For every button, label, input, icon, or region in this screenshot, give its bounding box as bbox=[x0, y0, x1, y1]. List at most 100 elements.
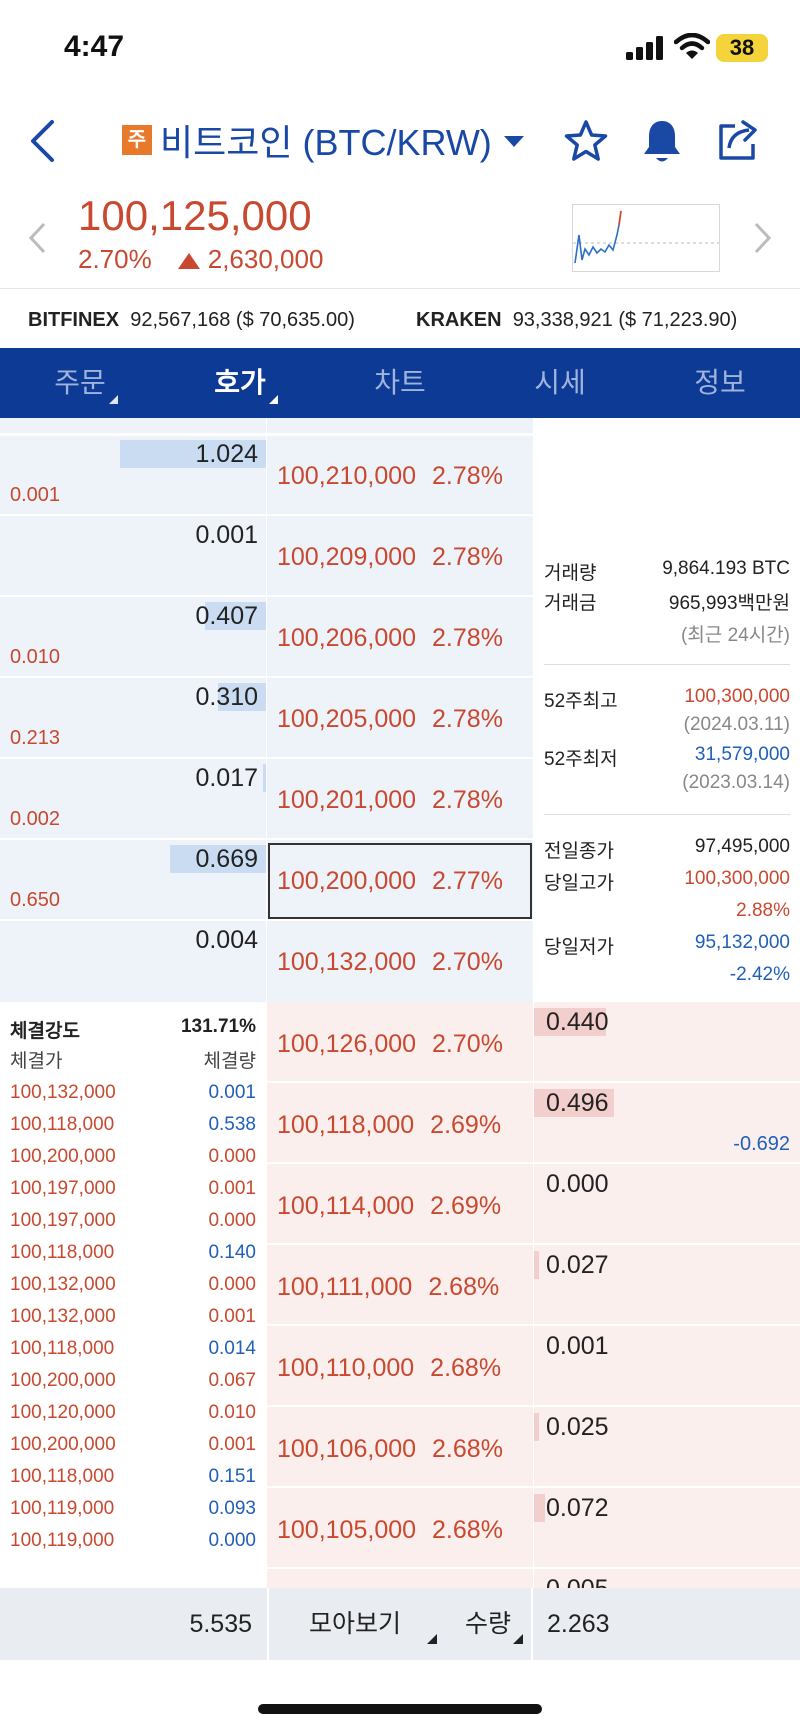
ask-price: 100,210,000 bbox=[277, 462, 417, 490]
ask-price-row[interactable]: 100,200,000 2.77% bbox=[277, 867, 503, 896]
coin-title: 비트코인 (BTC/KRW) bbox=[160, 122, 492, 163]
ask-price-row[interactable]: 100,206,000 2.78% bbox=[277, 624, 503, 653]
ask-change-quantity: 0.002 bbox=[10, 808, 61, 830]
tab-info[interactable]: 정보 bbox=[694, 367, 746, 398]
top-header: 주 비트코인 (BTC/KRW) bbox=[0, 96, 800, 188]
ask-quantity: 0.004 bbox=[195, 926, 258, 954]
ask-percent: 2.78% bbox=[432, 705, 503, 733]
quantity-toggle-button[interactable]: 수량 bbox=[465, 1610, 512, 1638]
ask-volume-bar bbox=[170, 845, 266, 873]
next-coin-icon[interactable] bbox=[752, 222, 772, 254]
trade-quantity: 0.538 bbox=[208, 1114, 256, 1135]
share-button[interactable] bbox=[714, 116, 762, 166]
trade-row: 100,120,000 0.010 bbox=[10, 1402, 256, 1424]
tab-order[interactable]: 주문 bbox=[0, 348, 160, 418]
tab-corner-icon bbox=[109, 395, 118, 404]
trade-quantity: 0.000 bbox=[208, 1210, 256, 1231]
bid-percent: 2.69% bbox=[430, 1111, 502, 1139]
trade-price: 100,119,000 bbox=[10, 1498, 115, 1519]
ask-volume-bar bbox=[120, 440, 266, 468]
tab-market-price[interactable]: 시세 bbox=[534, 367, 586, 398]
trade-quantity: 0.000 bbox=[208, 1274, 256, 1295]
trade-row: 100,118,000 0.151 bbox=[10, 1466, 256, 1488]
day-high-value: 100,300,000 bbox=[684, 868, 790, 889]
ask-price-row[interactable]: 100,132,000 2.70% bbox=[277, 948, 503, 977]
up-triangle-icon bbox=[177, 253, 200, 270]
current-price-highlight bbox=[268, 843, 532, 919]
trade-price: 100,200,000 bbox=[10, 1146, 116, 1167]
ask-percent: 2.70% bbox=[432, 948, 503, 976]
bid-quantity: 0.027 bbox=[546, 1251, 609, 1279]
bid-price-row[interactable]: 100,126,000 2.70% bbox=[277, 1030, 503, 1059]
trade-price: 100,132,000 bbox=[10, 1082, 116, 1103]
exchange-kraken: KRAKEN 93,338,921 ($ 71,223.90) bbox=[416, 309, 738, 331]
home-indicator[interactable] bbox=[258, 1704, 542, 1714]
orderbook-footer: 5.535 모아보기 수량 2.263 bbox=[0, 1588, 800, 1660]
row-divider bbox=[0, 434, 534, 436]
tab-chart[interactable]: 차트 bbox=[374, 367, 426, 398]
change-percent: 2.70% bbox=[78, 244, 152, 274]
bid-price-row[interactable]: 100,118,000 2.69% bbox=[277, 1111, 501, 1140]
bid-price-row[interactable]: 100,111,000 2.68% bbox=[277, 1273, 499, 1302]
bid-change-quantity: -0.692 bbox=[733, 1133, 790, 1155]
row-divider bbox=[0, 595, 534, 597]
low52-value: 31,579,000 bbox=[694, 744, 790, 765]
trade-quantity: 0.001 bbox=[208, 1434, 256, 1455]
row-divider bbox=[0, 514, 534, 516]
bid-percent: 2.68% bbox=[428, 1273, 500, 1301]
trade-quantity: 0.001 bbox=[208, 1306, 256, 1327]
trade-row: 100,118,000 0.538 bbox=[10, 1114, 256, 1136]
ask-price-row[interactable]: 100,205,000 2.78% bbox=[277, 705, 503, 734]
ask-total: 5.535 bbox=[189, 1610, 252, 1638]
row-divider bbox=[267, 1081, 800, 1083]
back-button[interactable] bbox=[22, 116, 62, 166]
high52-label: 52주최고 bbox=[544, 691, 618, 712]
group-view-button[interactable]: 모아보기 bbox=[309, 1610, 402, 1638]
bid-volume-bar bbox=[534, 1089, 614, 1117]
bid-volume-bar bbox=[534, 1494, 545, 1522]
ask-quantity: 0.310 bbox=[195, 683, 258, 711]
alert-button[interactable] bbox=[638, 116, 686, 166]
trade-price: 100,132,000 bbox=[10, 1274, 116, 1295]
bid-price-row[interactable]: 100,110,000 2.68% bbox=[277, 1354, 501, 1383]
bid-price-row[interactable]: 100,105,000 2.68% bbox=[277, 1516, 503, 1545]
bid-percent: 2.68% bbox=[432, 1516, 503, 1544]
ask-percent: 2.78% bbox=[432, 543, 503, 571]
bid-price-row[interactable]: 100,106,000 2.68% bbox=[277, 1435, 503, 1464]
trade-qty-header: 체결량 bbox=[203, 1051, 256, 1072]
bid-quantity: 0.000 bbox=[546, 1170, 609, 1198]
ask-volume-bar bbox=[263, 764, 266, 792]
price-summary: 100,125,000 2.70% 2,630,000 bbox=[0, 188, 800, 288]
trade-price: 100,197,000 bbox=[10, 1178, 116, 1199]
low52-date: (2023.03.14) bbox=[682, 772, 790, 793]
ask-quantity: 0.669 bbox=[195, 845, 258, 873]
divider bbox=[544, 814, 790, 815]
coin-badge: 주 bbox=[122, 125, 152, 155]
trade-row: 100,119,000 0.093 bbox=[10, 1498, 256, 1520]
ask-price-row[interactable]: 100,209,000 2.78% bbox=[277, 543, 503, 572]
bid-price-row[interactable]: 100,114,000 2.69% bbox=[277, 1192, 501, 1221]
ask-price-row[interactable]: 100,210,000 2.78% bbox=[277, 462, 503, 491]
trade-row: 100,200,000 0.000 bbox=[10, 1146, 256, 1168]
low52-label: 52주최저 bbox=[544, 749, 618, 770]
mini-chart[interactable] bbox=[572, 204, 720, 272]
ask-change-quantity: 0.213 bbox=[10, 727, 61, 749]
prev-coin-icon[interactable] bbox=[28, 222, 48, 254]
ask-quantity: 0.017 bbox=[195, 764, 258, 792]
row-divider bbox=[267, 1486, 800, 1488]
row-divider bbox=[0, 919, 534, 921]
trade-quantity: 0.001 bbox=[208, 1178, 256, 1199]
price-change: 2.70% 2,630,000 bbox=[78, 244, 323, 275]
ask-percent: 2.78% bbox=[432, 786, 503, 814]
favorite-button[interactable] bbox=[562, 116, 610, 166]
tab-orderbook[interactable]: 호가 bbox=[160, 348, 320, 418]
ask-price: 100,201,000 bbox=[277, 786, 417, 814]
coin-selector[interactable]: 주 비트코인 (BTC/KRW) bbox=[122, 114, 524, 166]
trade-quantity: 0.014 bbox=[208, 1338, 256, 1359]
trade-price-header: 체결가 bbox=[10, 1051, 63, 1072]
status-time: 4:47 bbox=[64, 30, 125, 63]
bid-quantity: 0.496 bbox=[546, 1089, 609, 1117]
external-exchange-prices: BITFINEX 92,567,168 ($ 70,635.00) KRAKEN… bbox=[0, 288, 800, 348]
ask-price-row[interactable]: 100,201,000 2.78% bbox=[277, 786, 503, 815]
period-note: (최근 24시간) bbox=[681, 625, 790, 646]
